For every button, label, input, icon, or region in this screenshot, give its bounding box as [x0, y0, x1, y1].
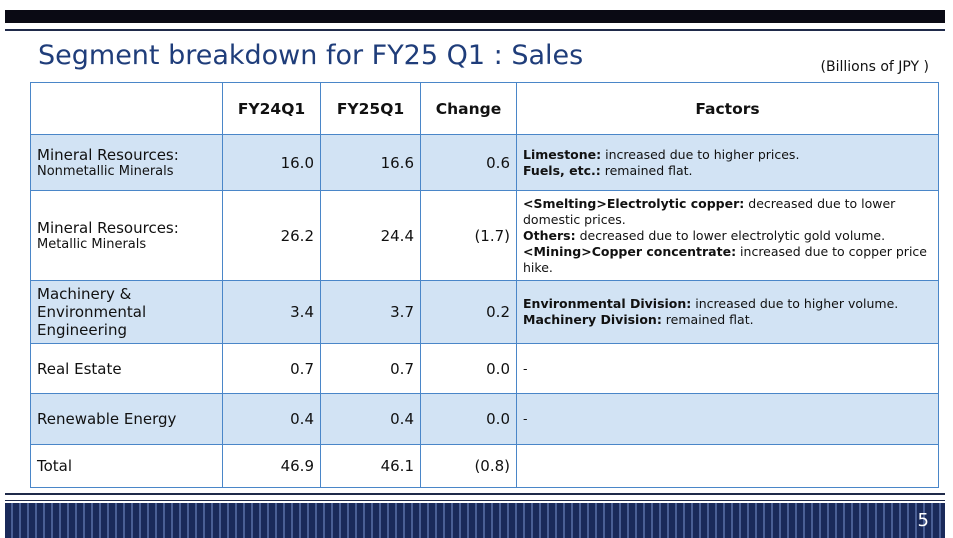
title: Segment breakdown for FY25 Q1 : Sales — [38, 40, 584, 71]
column-header: Factors — [516, 82, 939, 135]
fy25q1-cell: 0.4 — [320, 393, 421, 445]
factor-line: Environmental Division: increased due to… — [523, 296, 934, 312]
column-header — [30, 82, 223, 135]
fy24q1-cell: 16.0 — [222, 134, 321, 191]
unit-note: (Billions of JPY ) — [820, 59, 929, 75]
segment-name: Mineral Resources: — [37, 219, 179, 237]
factor-text: increased due to higher prices. — [605, 146, 800, 162]
factor-label: <Mining>Copper concentrate: — [523, 243, 737, 259]
table-row: Machinery & Environmental Engineering 3.4… — [30, 280, 939, 344]
top-bar — [5, 10, 945, 23]
factor-label: Fuels, etc.: — [523, 162, 601, 178]
factor-text: increased due to higher volume. — [695, 296, 899, 311]
segment-name: Total — [37, 457, 73, 475]
factor-text: decreased due to lower domestic prices. — [523, 195, 896, 227]
factor-line: Others: decreased due to lower electroly… — [523, 228, 934, 244]
factor-line: - — [523, 361, 934, 377]
factor-text: increased due to copper price hike. — [523, 243, 927, 275]
segment-cell: Total — [30, 444, 223, 488]
factor-line: Fuels, etc.: remained flat. — [523, 163, 934, 179]
segment-name: Mineral Resources: — [37, 146, 179, 164]
table-row: Real Estate 0.7 0.7 0.0- — [30, 343, 939, 394]
bottom-bar — [5, 503, 945, 538]
factors-cell: - — [516, 393, 939, 445]
factor-text: - — [523, 360, 528, 376]
factor-label: Limestone: — [523, 146, 602, 162]
factor-line: - — [523, 411, 934, 427]
factor-text: decreased due to lower electrolytic gold… — [579, 227, 886, 243]
factors-cell — [516, 444, 939, 488]
change-cell: (1.7) — [420, 190, 517, 281]
factor-label: Others: — [523, 227, 576, 243]
column-header: FY25Q1 — [320, 82, 421, 135]
factor-line: Limestone: increased due to higher price… — [523, 147, 934, 163]
segment-cell: Renewable Energy — [30, 393, 223, 445]
column-header: Change — [420, 82, 517, 135]
table-body: Mineral Resources: Nonmetallic Minerals 16… — [30, 134, 939, 488]
segment-name: Real Estate — [37, 359, 122, 378]
table-row: Renewable Energy 0.4 0.4 0.0- — [30, 393, 939, 445]
segment-name: Renewable Energy — [37, 410, 177, 428]
change-cell: 0.0 — [420, 393, 517, 445]
factors-cell: <Smelting>Electrolytic copper: decreased… — [516, 190, 939, 281]
factor-line: <Smelting>Electrolytic copper: decreased… — [523, 196, 934, 228]
segment-table: FY24Q1 FY25Q1 Change Factors Mineral Resour… — [30, 82, 939, 488]
segment-name: Machinery & Environmental Engineering — [37, 285, 147, 339]
bottom-lines — [5, 493, 945, 501]
table-row: Total 46.9 46.1 (0.8) — [30, 444, 939, 488]
fy24q1-cell: 46.9 — [222, 444, 321, 488]
column-header: FY24Q1 — [222, 82, 321, 135]
fy24q1-cell: 0.7 — [222, 343, 321, 394]
factors-cell: Environmental Division: increased due to… — [516, 280, 939, 344]
segment-cell: Mineral Resources: Metallic Minerals — [30, 190, 223, 281]
fy24q1-cell: 3.4 — [222, 280, 321, 344]
change-cell: 0.6 — [420, 134, 517, 191]
factor-label: Environmental Division: — [523, 296, 692, 311]
factors-cell: Limestone: increased due to higher price… — [516, 134, 939, 191]
page-number: 5 — [917, 510, 929, 531]
segment-cell: Real Estate — [30, 343, 223, 394]
factor-line: Machinery Division: remained flat. — [523, 312, 934, 328]
factor-text: remained flat. — [604, 162, 693, 178]
factors-cell: - — [516, 343, 939, 394]
factor-line: <Mining>Copper concentrate: increased du… — [523, 244, 934, 276]
fy25q1-cell: 46.1 — [320, 444, 421, 488]
fy25q1-cell: 16.6 — [320, 134, 421, 191]
factor-text: remained flat. — [665, 312, 754, 327]
table-row: Mineral Resources: Metallic Minerals 26.2 2… — [30, 190, 939, 281]
fy24q1-cell: 0.4 — [222, 393, 321, 445]
segment-cell: Mineral Resources: Nonmetallic Minerals — [30, 134, 223, 191]
factor-label: Machinery Division: — [523, 312, 662, 327]
segment-sub: Metallic Minerals — [37, 237, 147, 252]
fy24q1-cell: 26.2 — [222, 190, 321, 281]
factor-text: - — [523, 411, 528, 426]
segment-cell: Machinery & Environmental Engineering — [30, 280, 223, 344]
fy25q1-cell: 0.7 — [320, 343, 421, 394]
change-cell: 0.0 — [420, 343, 517, 394]
fy25q1-cell: 24.4 — [320, 190, 421, 281]
factor-label: <Smelting>Electrolytic copper: — [523, 195, 745, 211]
top-line — [5, 29, 945, 31]
segment-sub: Nonmetallic Minerals — [37, 164, 174, 179]
change-cell: (0.8) — [420, 444, 517, 488]
header-row: FY24Q1 FY25Q1 Change Factors — [30, 82, 939, 135]
table-row: Mineral Resources: Nonmetallic Minerals 16… — [30, 134, 939, 191]
fy25q1-cell: 3.7 — [320, 280, 421, 344]
change-cell: 0.2 — [420, 280, 517, 344]
